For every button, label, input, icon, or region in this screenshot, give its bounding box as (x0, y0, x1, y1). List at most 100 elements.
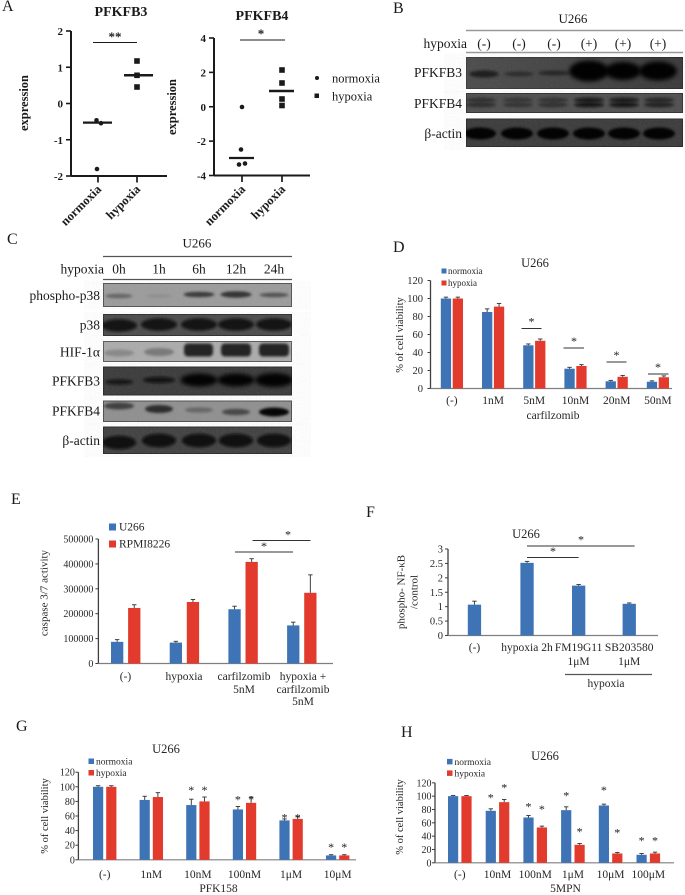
svg-text:*: * (655, 360, 661, 374)
svg-text:5nM: 5nM (292, 696, 314, 708)
svg-text:SB203580: SB203580 (605, 642, 654, 654)
svg-text:normoxia: normoxia (96, 758, 133, 768)
svg-text:FM19G11: FM19G11 (555, 642, 603, 654)
svg-text:HIF-1α: HIF-1α (60, 345, 100, 360)
svg-text:(+): (+) (581, 36, 598, 51)
svg-text:hypoxia +: hypoxia + (280, 671, 326, 683)
svg-text:2.5: 2.5 (430, 559, 443, 570)
svg-text:2: 2 (438, 573, 443, 584)
svg-text:RPMI8226: RPMI8226 (119, 539, 170, 551)
svg-text:400000: 400000 (63, 559, 93, 570)
svg-text:-2: -2 (197, 136, 207, 148)
svg-text:U266: U266 (512, 527, 540, 541)
svg-text:6h: 6h (192, 262, 206, 277)
svg-text:*: * (550, 544, 556, 558)
svg-text:caspase 3/7 activity: caspase 3/7 activity (39, 549, 51, 636)
svg-text:hypoxia: hypoxia (332, 90, 373, 104)
svg-text:*: * (248, 793, 254, 807)
svg-text:100000: 100000 (63, 634, 93, 645)
svg-text:expression: expression (17, 75, 31, 131)
svg-text:100: 100 (417, 792, 432, 803)
svg-text:100nM: 100nM (228, 869, 261, 881)
svg-text:*: * (285, 528, 291, 542)
svg-text:β-actin: β-actin (62, 433, 100, 448)
svg-text:*: * (282, 811, 288, 825)
svg-text:1: 1 (58, 62, 64, 74)
svg-text:PFKFB4: PFKFB4 (236, 9, 289, 24)
svg-text:(-): (-) (469, 642, 481, 654)
svg-text:*: * (501, 781, 507, 795)
svg-text:/control: /control (409, 575, 421, 609)
svg-text:*: * (202, 783, 208, 797)
svg-text:*: * (258, 26, 265, 41)
svg-text:*: * (539, 802, 545, 816)
svg-text:60: 60 (413, 330, 424, 341)
svg-text:1h: 1h (152, 262, 166, 277)
svg-text:0: 0 (418, 384, 423, 395)
svg-text:*: * (639, 834, 645, 848)
svg-text:10μM: 10μM (597, 869, 625, 881)
svg-text:% of cell viability: % of cell viability (395, 296, 406, 372)
svg-text:(-): (-) (547, 36, 561, 51)
svg-text:500000: 500000 (63, 535, 93, 546)
svg-text:0.5: 0.5 (430, 617, 443, 628)
svg-text:40: 40 (65, 826, 75, 837)
svg-text:phospho-p38: phospho-p38 (30, 288, 101, 303)
svg-text:0: 0 (438, 631, 443, 642)
svg-text:hypoxia: hypoxia (448, 278, 477, 288)
svg-text:120: 120 (407, 276, 423, 287)
svg-text:% of cell viability: % of cell viability (395, 778, 406, 854)
svg-text:2: 2 (58, 26, 64, 38)
svg-text:*: * (578, 533, 584, 547)
svg-text:-1: -1 (54, 135, 63, 147)
svg-text:100: 100 (60, 782, 75, 793)
svg-text:U266: U266 (521, 256, 549, 270)
svg-text:PFKFB3: PFKFB3 (95, 5, 148, 20)
svg-text:60: 60 (65, 812, 75, 823)
svg-text:60: 60 (422, 818, 432, 829)
svg-text:normoxia: normoxia (332, 72, 380, 86)
svg-text:4: 4 (201, 33, 207, 45)
svg-text:*: * (529, 315, 535, 329)
svg-text:5MPN: 5MPN (550, 883, 581, 895)
svg-text:10nM: 10nM (184, 869, 211, 881)
svg-text:PFKFB4: PFKFB4 (414, 96, 462, 111)
svg-text:*: * (571, 334, 577, 348)
svg-text:(-): (-) (454, 869, 466, 881)
svg-text:80: 80 (422, 805, 432, 816)
svg-text:% of cell viability: % of cell viability (40, 777, 51, 853)
svg-text:0: 0 (88, 659, 93, 670)
svg-text:40: 40 (413, 348, 424, 359)
svg-text:20: 20 (413, 366, 424, 377)
svg-text:20: 20 (65, 841, 75, 852)
svg-text:20nM: 20nM (603, 395, 630, 407)
svg-text:1μM: 1μM (280, 869, 302, 881)
svg-text:expression: expression (165, 79, 179, 135)
svg-text:10μM: 10μM (324, 869, 352, 881)
svg-text:(-): (-) (512, 36, 526, 51)
svg-text:-4: -4 (197, 171, 207, 183)
svg-text:80: 80 (413, 312, 424, 323)
svg-text:200000: 200000 (63, 609, 93, 620)
svg-text:3: 3 (438, 545, 443, 556)
svg-text:1μM: 1μM (568, 656, 590, 668)
svg-text:phospho- NF-κB: phospho- NF-κB (396, 555, 408, 629)
svg-text:*: * (188, 783, 194, 797)
svg-text:*: * (328, 840, 334, 854)
svg-text:PFKFB4: PFKFB4 (52, 404, 100, 419)
svg-text:300000: 300000 (63, 584, 93, 595)
svg-text:120: 120 (60, 768, 75, 779)
svg-text:0: 0 (70, 855, 75, 866)
svg-text:100nM: 100nM (519, 869, 552, 881)
svg-text:100μM: 100μM (631, 869, 665, 881)
svg-text:50nM: 50nM (644, 395, 671, 407)
svg-text:(-): (-) (120, 671, 132, 683)
svg-text:U266: U266 (183, 236, 212, 251)
svg-text:1.5: 1.5 (430, 588, 443, 599)
svg-text:2: 2 (201, 67, 207, 79)
svg-text:*: * (614, 826, 620, 840)
svg-text:24h: 24h (264, 262, 285, 277)
svg-text:(+): (+) (615, 36, 632, 51)
svg-text:1μM: 1μM (562, 869, 584, 881)
svg-text:U266: U266 (152, 742, 180, 756)
